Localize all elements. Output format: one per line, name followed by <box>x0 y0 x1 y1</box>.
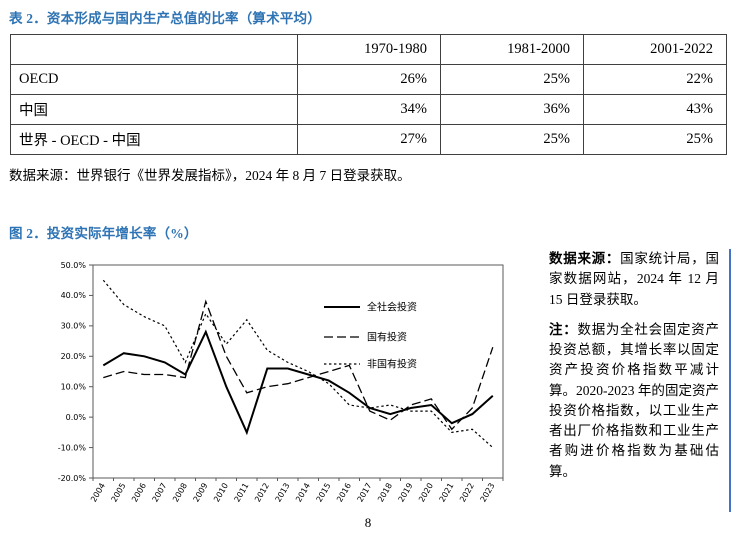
table-cell-value: 25% <box>440 124 584 155</box>
table-row-label: 世界 - OECD - 中国 <box>10 124 298 155</box>
svg-text:2020: 2020 <box>417 482 435 504</box>
figure-note-text: 数据为全社会固定资产投资总额，其增长率以固定资产投资价格指数平减计算。2020-… <box>549 321 720 479</box>
svg-text:2009: 2009 <box>192 482 210 504</box>
svg-text:2012: 2012 <box>253 482 271 504</box>
svg-text:2007: 2007 <box>151 482 169 504</box>
table-header-row: 1970-1980 1981-2000 2001-2022 <box>10 34 727 65</box>
table-cell-value: 43% <box>583 94 727 125</box>
figure-source-note: 数据来源：国家统计局，国家数据网站，2024 年 12 月 15 日登录获取。 <box>549 249 719 310</box>
svg-text:2021: 2021 <box>438 482 456 504</box>
page-number: 8 <box>364 515 372 530</box>
svg-text:2011: 2011 <box>233 482 251 504</box>
table-row-label: 中国 <box>10 94 298 125</box>
table-cell-value: 26% <box>297 64 441 95</box>
table-corner-cell <box>10 34 298 65</box>
svg-text:2013: 2013 <box>274 482 292 504</box>
table-row-label: OECD <box>10 64 298 95</box>
svg-text:2008: 2008 <box>171 482 189 504</box>
table-cell-value: 27% <box>297 124 441 155</box>
svg-text:2018: 2018 <box>376 482 394 504</box>
table-row-world-excl: 世界 - OECD - 中国 27% 25% 25% <box>10 124 727 155</box>
svg-text:非国有投资: 非国有投资 <box>367 358 417 371</box>
col-header-2001-2022: 2001-2022 <box>583 34 727 65</box>
svg-text:2016: 2016 <box>335 482 353 504</box>
svg-text:全社会投资: 全社会投资 <box>367 301 417 314</box>
table-title: 表 2．资本形成与国内生产总值的比率（算术平均） <box>9 11 321 26</box>
svg-text:-20.0%: -20.0% <box>58 474 87 483</box>
svg-text:2015: 2015 <box>315 482 333 504</box>
svg-text:2022: 2022 <box>458 482 476 504</box>
svg-text:0.0%: 0.0% <box>66 413 87 422</box>
table-cell-value: 22% <box>583 64 727 95</box>
svg-text:40.0%: 40.0% <box>61 291 87 300</box>
svg-text:50.0%: 50.0% <box>61 261 87 270</box>
table-row-oecd: OECD 26% 25% 22% <box>10 64 727 95</box>
table-row-china: 中国 34% 36% 43% <box>10 94 727 125</box>
table-cell-value: 25% <box>583 124 727 155</box>
investment-growth-line-chart: 50.0% 40.0% 30.0% 20.0% 10.0% 0.0% -10.0% -20.0… <box>58 261 504 504</box>
table-cell-value: 25% <box>440 64 584 95</box>
svg-text:-10.0%: -10.0% <box>58 443 87 452</box>
figure-source-label: 数据来源： <box>549 251 621 266</box>
svg-text:2014: 2014 <box>294 482 312 504</box>
svg-text:2006: 2006 <box>130 482 148 504</box>
figure-source-text: 国家统计局，国家数据网站，2024 年 12 月 15 日登录获取。 <box>549 251 720 307</box>
table-source-note: 数据来源：世界银行《世界发展指标》，2024 年 8 月 7 日登录获取。 <box>9 168 411 183</box>
svg-text:2023: 2023 <box>479 482 497 504</box>
svg-text:2019: 2019 <box>397 482 415 504</box>
figure-block: 50.0% 40.0% 30.0% 20.0% 10.0% 0.0% -10.0% -20.0… <box>6 249 736 512</box>
capital-formation-table: 1970-1980 1981-2000 2001-2022 OECD 26% 2… <box>10 34 727 155</box>
figure-title: 图 2．投资实际年增长率（%） <box>9 226 198 241</box>
svg-text:2004: 2004 <box>89 482 107 504</box>
col-header-1981-2000: 1981-2000 <box>440 34 584 65</box>
svg-text:30.0%: 30.0% <box>61 322 87 331</box>
svg-text:20.0%: 20.0% <box>61 352 87 361</box>
table-cell-value: 36% <box>440 94 584 125</box>
figure-side-notes: 数据来源：国家统计局，国家数据网站，2024 年 12 月 15 日登录获取。 … <box>549 249 731 512</box>
col-header-1970-1980: 1970-1980 <box>297 34 441 65</box>
table-cell-value: 34% <box>297 94 441 125</box>
svg-text:10.0%: 10.0% <box>61 383 87 392</box>
svg-text:2005: 2005 <box>110 482 128 504</box>
figure-method-note: 注：数据为全社会固定资产投资总额，其增长率以固定资产投资价格指数平减计算。202… <box>549 320 719 482</box>
svg-text:2017: 2017 <box>356 482 374 504</box>
svg-text:国有投资: 国有投资 <box>367 331 407 344</box>
figure-note-label: 注： <box>549 321 578 337</box>
svg-text:2010: 2010 <box>212 482 230 504</box>
